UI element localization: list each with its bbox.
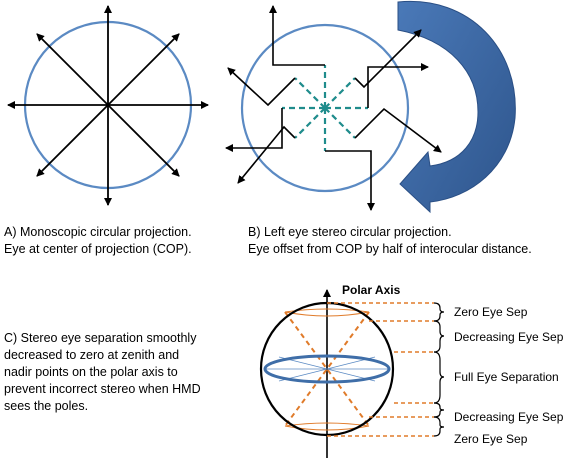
- ray-arrow: [269, 5, 325, 66]
- band-label-zero-top: Zero Eye Sep: [454, 305, 528, 319]
- equator: [263, 354, 391, 384]
- ray-arrow: [107, 33, 180, 106]
- latitude-band: [284, 425, 370, 431]
- ray-arrow: [354, 107, 442, 153]
- caption-c: C) Stereo eye separation smoothly decrea…: [4, 331, 201, 413]
- caption-b: B) Left eye stereo circular projection. …: [248, 225, 532, 256]
- polar-axis-label: Polar Axis: [342, 283, 401, 297]
- projection-circle-b: [240, 23, 410, 193]
- caption-a: A) Monoscopic circular projection. Eye a…: [4, 225, 192, 256]
- band-braces: [433, 302, 445, 437]
- eye-sep-cone: [284, 311, 370, 427]
- rotation-arrow: [397, 0, 516, 214]
- band-leaders: [327, 302, 434, 437]
- ray-arrow: [36, 104, 109, 177]
- ray-arrow: [237, 125, 296, 184]
- ray-arrow: [227, 67, 296, 107]
- latitude-band: [284, 311, 370, 317]
- panel-c-sphere: [259, 289, 445, 458]
- eye-offset-lines: [282, 65, 368, 151]
- ray-arrow: [36, 33, 109, 106]
- band-label-zero-bottom: Zero Eye Sep: [454, 432, 528, 446]
- panel-b-stereo: [225, 0, 516, 214]
- band-label-decreasing-top: Decreasing Eye Sep: [454, 330, 564, 344]
- ray-arrow: [225, 108, 283, 152]
- band-label-decreasing-bottom: Decreasing Eye Sep: [454, 410, 564, 424]
- ray-arrow: [367, 63, 429, 108]
- band-label-full: Full Eye Separation: [454, 370, 559, 384]
- ray-arrow: [354, 29, 422, 89]
- ray-arrow: [107, 104, 180, 177]
- panel-a-monoscopic: [7, 5, 209, 206]
- ray-arrow: [325, 150, 375, 211]
